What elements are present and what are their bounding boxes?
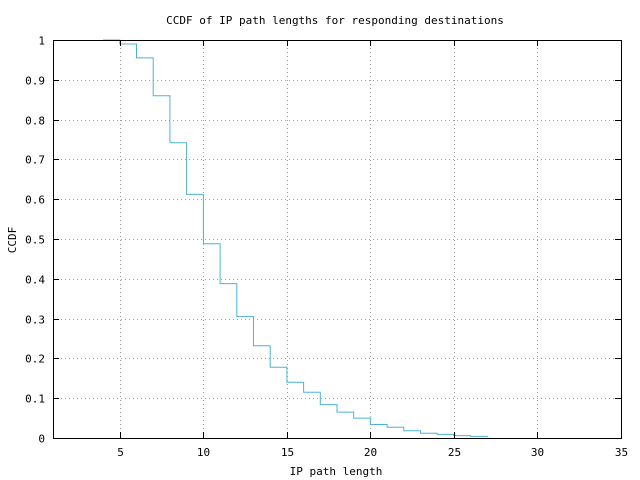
y-tick-label: 0.7 <box>25 154 45 167</box>
x-tick-label: 5 <box>117 446 124 459</box>
y-tick-label: 0.3 <box>25 314 45 327</box>
x-tick-label: 25 <box>448 446 461 459</box>
x-tick-label: 20 <box>364 446 377 459</box>
x-tick-label: 15 <box>281 446 294 459</box>
y-tick-label: 0 <box>38 433 45 446</box>
x-tick-label: 30 <box>531 446 544 459</box>
x-tick-label: 10 <box>197 446 210 459</box>
y-tick-label: 0.8 <box>25 115 45 128</box>
y-tick-label: 0.5 <box>25 234 45 247</box>
chart-title: CCDF of IP path lengths for responding d… <box>166 14 504 27</box>
y-tick-label: 0.4 <box>25 274 45 287</box>
axes: 00.10.20.30.40.50.60.70.80.915 10 15 20 25 30… <box>25 35 628 460</box>
y-tick-label: 0.1 <box>25 393 45 406</box>
ccdf-step-line <box>103 39 488 438</box>
y-tick-label: 0.9 <box>25 75 45 88</box>
y-tick-label: 1 <box>38 35 45 48</box>
series-layer <box>103 39 488 438</box>
plot-frame <box>53 40 622 439</box>
y-tick-label: 0.2 <box>25 353 45 366</box>
x-tick-label: 35 <box>615 446 628 459</box>
y-axis-label: CCDF <box>6 227 19 254</box>
grid <box>53 40 621 438</box>
y-tick-label: 0.6 <box>25 194 45 207</box>
x-axis-label: IP path length <box>290 465 383 478</box>
